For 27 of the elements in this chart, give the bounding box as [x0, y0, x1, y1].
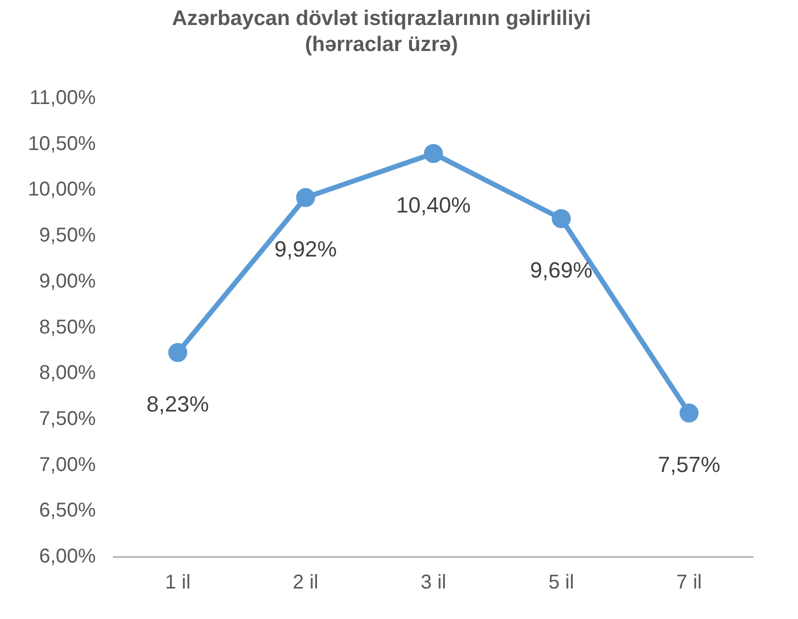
data-label: 10,40% — [396, 192, 471, 218]
point — [168, 343, 188, 362]
point — [680, 404, 699, 423]
x-tick-label: 2 il — [292, 572, 318, 594]
y-tick-label: 6,50% — [39, 500, 96, 522]
y-tick-label: 8,00% — [39, 362, 96, 384]
x-tick-label: 5 il — [548, 572, 574, 594]
y-tick-label: 9,00% — [39, 270, 96, 292]
data-label: 7,57% — [658, 452, 720, 478]
y-tick-label: 10,00% — [28, 178, 96, 201]
data-label: 8,23% — [146, 392, 209, 417]
y-tick-label: 8,50% — [39, 316, 96, 338]
x-tick-label: 1 il — [164, 572, 191, 594]
data-label: 9,92% — [274, 236, 337, 262]
y-tick-label: 7,50% — [39, 408, 96, 430]
y-tick-label: 9,50% — [39, 224, 96, 247]
y-tick-label: 7,00% — [39, 454, 96, 476]
x-tick-label: 7 il — [676, 572, 702, 594]
point — [552, 209, 571, 228]
point — [424, 144, 443, 164]
y-tick-label: 10,50% — [28, 132, 96, 155]
x-tick-label: 3 il — [420, 572, 446, 594]
chart-title: Azərbaycan dövlət istiqrazlarının gəlirliliyi (hərraclar üzrə) — [172, 6, 591, 56]
data-label: 9,69% — [530, 258, 592, 283]
y-tick-label: 11,00% — [29, 87, 96, 110]
point — [296, 188, 316, 208]
y-tick-label: 6,00% — [39, 546, 96, 568]
